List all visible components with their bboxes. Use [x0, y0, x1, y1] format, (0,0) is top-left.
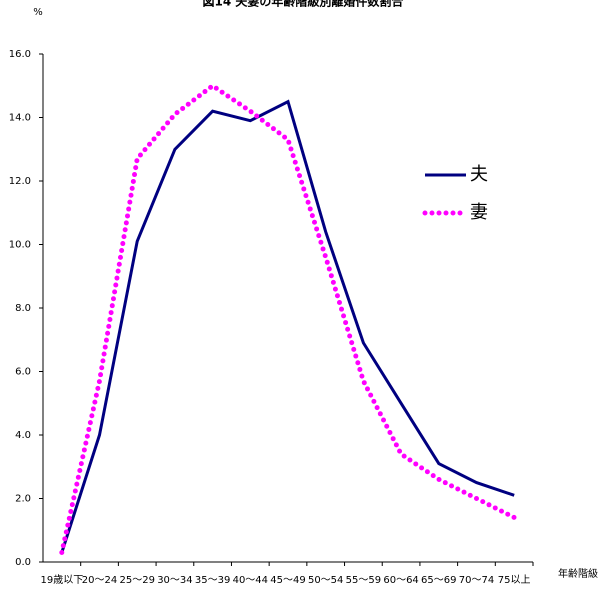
x-tick-label: 75以上 [498, 574, 531, 586]
x-tick-label: 35～39 [195, 575, 230, 586]
x-tick-label: 40～44 [233, 575, 268, 586]
x-tick-label: 60～64 [383, 575, 418, 586]
y-tick-label: 10.0 [9, 240, 31, 251]
y-tick-label: 8.0 [15, 303, 31, 314]
y-tick-label: 0.0 [15, 557, 31, 568]
y-tick-label: 16.0 [9, 49, 31, 60]
x-tick-label: 19歳以下 [40, 574, 83, 586]
legend-label: 妻 [470, 202, 488, 223]
legend-label: 夫 [470, 164, 488, 185]
x-tick-label: 50～54 [308, 575, 343, 586]
x-tick-label: 65～69 [421, 575, 456, 586]
y-tick-label: 2.0 [15, 494, 31, 505]
x-tick-label: 55～59 [346, 575, 381, 586]
x-tick-label: 45～49 [270, 575, 305, 586]
y-tick-label: 6.0 [15, 367, 31, 378]
x-tick-label: 20～24 [82, 575, 117, 586]
series-line [59, 82, 517, 555]
x-axis-label: 年齢階級 [558, 567, 598, 580]
x-tick-label: 30～34 [157, 575, 192, 586]
y-tick-label: 14.0 [9, 113, 31, 124]
y-tick-label: 12.0 [9, 176, 31, 187]
chart-title: 図14 夫妻の年齢階級別離婚件数割合 [203, 0, 405, 9]
y-axis-label: % [33, 7, 43, 18]
series-line [60, 99, 515, 553]
x-tick-label: 25～29 [120, 575, 155, 586]
y-tick-label: 4.0 [15, 430, 31, 441]
x-tick-label: 70～74 [459, 575, 494, 586]
